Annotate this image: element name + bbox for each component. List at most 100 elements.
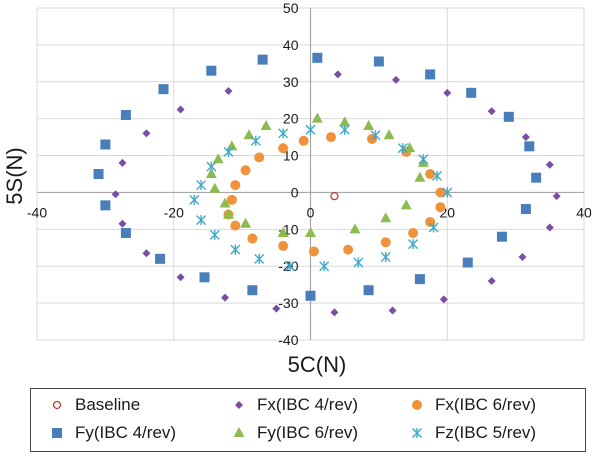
data-point <box>189 194 200 205</box>
series-3 <box>93 52 542 301</box>
legend-marker-icon <box>52 428 62 438</box>
data-point <box>319 261 330 272</box>
data-point <box>111 190 120 199</box>
data-point <box>373 56 384 67</box>
data-point <box>247 233 258 244</box>
y-tick-label: 40 <box>283 37 299 53</box>
legend-marker <box>412 400 422 410</box>
data-point <box>524 141 535 152</box>
x-tick-label: 0 <box>307 204 315 220</box>
data-point <box>531 172 542 183</box>
y-tick-label: 50 <box>283 0 299 16</box>
data-point <box>380 252 391 262</box>
data-point <box>100 200 111 211</box>
data-point <box>370 130 381 141</box>
data-point <box>230 220 241 231</box>
data-point <box>199 272 210 283</box>
legend-marker-icon <box>412 428 422 438</box>
legend-marker-icon <box>412 400 422 410</box>
y-tick-label: 30 <box>283 74 299 90</box>
legend-marker <box>412 428 422 438</box>
data-point <box>518 253 527 261</box>
chart-legend: Baseline Fx(IBC 4/rev) Fx(IBC 6/rev) Fy(IBC… <box>30 388 586 452</box>
data-point <box>155 253 166 264</box>
data-point <box>363 120 375 131</box>
data-point <box>254 253 265 264</box>
y-axis-title: 5S(N) <box>2 147 27 204</box>
data-point <box>120 109 131 120</box>
data-point <box>333 70 342 79</box>
data-point <box>520 204 531 215</box>
data-point <box>100 139 111 150</box>
data-point <box>308 246 319 257</box>
data-point <box>428 222 439 233</box>
data-point <box>435 202 446 213</box>
data-point <box>425 69 436 80</box>
data-point <box>222 208 234 219</box>
data-point <box>431 170 442 181</box>
chart-area: -40 -20 0 20 40 -40 -30 -20 -10 0 10 20 30 40 50 5C(N)… <box>2 0 592 377</box>
data-point <box>383 129 395 140</box>
data-point <box>349 223 361 234</box>
data-point <box>272 304 281 313</box>
legend-item: Fx(IBC 4/rev) <box>231 395 358 415</box>
data-point <box>230 244 241 255</box>
data-point <box>353 257 364 268</box>
data-point <box>439 295 448 304</box>
legend-marker-icon <box>233 427 245 437</box>
data-point <box>462 257 473 268</box>
data-point <box>312 52 323 63</box>
data-point <box>414 171 426 182</box>
data-point <box>339 116 351 127</box>
y-tick-label: -30 <box>278 295 298 311</box>
y-tick-label: -40 <box>278 332 298 348</box>
data-point <box>257 54 268 65</box>
data-point <box>545 223 554 232</box>
data-point <box>425 216 436 227</box>
data-point <box>330 191 339 201</box>
data-point <box>496 231 507 242</box>
data-point <box>142 249 151 258</box>
data-point <box>400 199 412 210</box>
data-point <box>158 84 169 95</box>
data-point <box>487 276 496 285</box>
legend-label: Fx(IBC 4/rev) <box>257 395 359 414</box>
x-tick-label: 40 <box>576 204 592 220</box>
data-point <box>224 87 233 95</box>
data-point <box>404 142 416 153</box>
legend-label: Fy(IBC 4/rev) <box>75 423 177 442</box>
data-point <box>326 132 337 143</box>
data-point <box>226 194 237 205</box>
data-point <box>408 228 419 239</box>
data-point <box>414 274 425 285</box>
legend-item: Fz(IBC 5/rev) <box>409 423 536 443</box>
legend-marker-icon <box>52 400 62 410</box>
data-point <box>240 217 252 228</box>
legend-marker <box>52 428 62 438</box>
data-point <box>206 161 217 172</box>
data-point <box>142 129 151 138</box>
series-5 <box>189 124 453 272</box>
data-point <box>93 169 104 179</box>
legend-marker-icon <box>235 401 243 409</box>
data-point <box>330 308 339 317</box>
series-4 <box>205 112 429 238</box>
data-point <box>380 237 391 248</box>
legend-label: Fx(IBC 6/rev) <box>435 395 537 414</box>
data-point <box>206 65 217 76</box>
series-1 <box>111 70 561 317</box>
legend-marker <box>235 401 243 409</box>
y-tick-label: 0 <box>291 184 299 200</box>
data-point <box>305 124 316 135</box>
data-point <box>278 128 289 139</box>
data-point <box>250 135 261 146</box>
data-point <box>311 112 323 123</box>
data-point <box>230 180 241 191</box>
data-point <box>240 165 251 176</box>
data-point <box>388 306 397 315</box>
data-point <box>418 154 429 165</box>
data-point <box>223 146 234 157</box>
data-point <box>425 169 436 179</box>
data-point <box>545 160 554 169</box>
